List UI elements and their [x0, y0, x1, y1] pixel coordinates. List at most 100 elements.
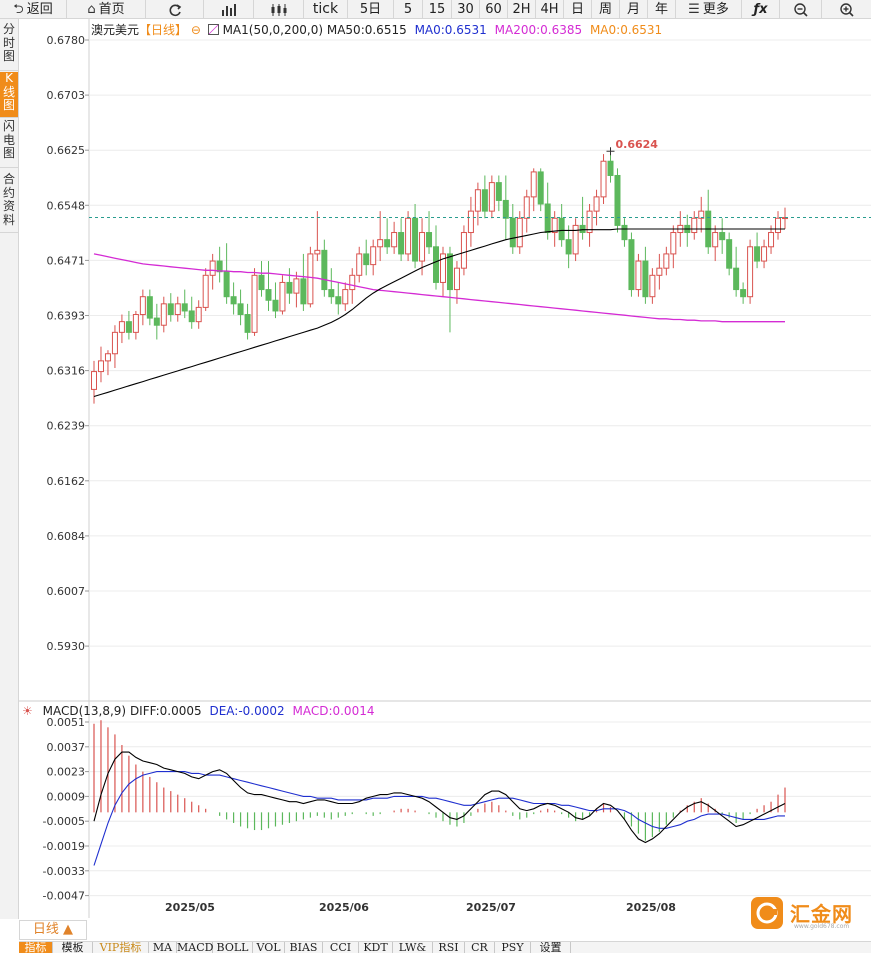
candle-body [104, 353, 111, 362]
candle-body [614, 174, 621, 226]
macd-tick-label: -0.0005 [43, 815, 85, 828]
tab-timeshare-char: 时 [2, 35, 15, 50]
formula-button[interactable]: ƒx [742, 0, 780, 19]
candle-body [754, 246, 761, 262]
candle-body [314, 249, 321, 255]
back-button[interactable]: ⮌ 返回 [0, 0, 67, 19]
indicator-tab-14[interactable]: 设置 [531, 942, 571, 953]
candle-body [286, 281, 293, 294]
indicator-tab-10[interactable]: LW& [393, 942, 433, 953]
candle-body [586, 210, 593, 234]
indicator-tab-1[interactable]: 模板 [53, 942, 93, 953]
candle-body [363, 253, 370, 266]
period-year[interactable]: 年 [648, 0, 676, 19]
candle-body [223, 271, 230, 298]
zoom-in-button[interactable] [822, 0, 871, 19]
candle-body [516, 217, 523, 248]
indicator-tab-13[interactable]: PSY [495, 942, 531, 953]
price-tick-label: 0.6548 [47, 199, 86, 212]
tab-flash[interactable]: 闪 电 图 [0, 119, 18, 168]
candle-body [453, 267, 460, 291]
price-tick-label: 0.6239 [47, 420, 86, 433]
period-4h[interactable]: 4H [536, 0, 564, 19]
tab-contract-char: 约 [2, 185, 15, 200]
tab-kline-char: K [5, 71, 13, 85]
indicator-tab-5[interactable]: BOLL [213, 942, 253, 953]
home-button[interactable]: ⌂ 首页 [67, 0, 146, 19]
period-5d[interactable]: 5日 [348, 0, 394, 19]
candle-body [321, 249, 328, 291]
candle-body [328, 289, 335, 298]
candle-body [593, 196, 600, 212]
tick-button[interactable]: tick [304, 0, 348, 19]
date-tick-label: 2025/07 [466, 901, 516, 914]
candle-body [181, 303, 188, 312]
tab-kline[interactable]: K 线 图 [0, 71, 18, 118]
home-label: 首页 [98, 2, 125, 17]
candle-body [132, 314, 139, 333]
ma200-value: MA200:0.6385 [494, 23, 583, 37]
settings-icon[interactable]: ⊖ [190, 23, 201, 37]
candle-body [307, 253, 314, 305]
period-30m[interactable]: 30 [452, 0, 480, 19]
candle-body [446, 253, 453, 291]
indicator-tab-7[interactable]: BIAS [285, 942, 323, 953]
indicator-tab-12[interactable]: CR [465, 942, 495, 953]
more-label: 更多 [702, 2, 729, 17]
candle-body [572, 224, 579, 255]
indicator-tab-9[interactable]: KDT [359, 942, 393, 953]
menu-icon: ☰ [688, 2, 700, 17]
zoom-out-button[interactable] [780, 0, 822, 19]
indicator-tab-0[interactable]: 指标 [19, 942, 53, 953]
more-button[interactable]: ☰ 更多 [676, 0, 742, 19]
symbol-name: 澳元美元 [91, 23, 140, 37]
chart-toggle-icon[interactable] [207, 24, 219, 35]
candle-body [412, 217, 419, 262]
period-select-button[interactable]: 日线 ▲ [19, 920, 87, 940]
candle-body [663, 253, 670, 269]
candle-body [342, 289, 349, 305]
candle-type-button[interactable] [254, 0, 304, 19]
candle-body [733, 267, 740, 291]
indicator-tab-2[interactable]: VIP指标 [93, 942, 149, 953]
candle-body [244, 314, 251, 333]
chart-type-button[interactable] [204, 0, 254, 19]
indicator-tab-6[interactable]: VOL [253, 942, 285, 953]
chart-area[interactable]: 0.6780 0.6703 0.6625 0.6548 0.6471 0.6393 0.63… [19, 19, 871, 918]
macd-tick-label: -0.0019 [43, 840, 85, 853]
candle-body [579, 224, 586, 234]
period-60m[interactable]: 60 [480, 0, 508, 19]
candle-body [153, 317, 160, 326]
tab-contract-info[interactable]: 合 约 资 料 [0, 172, 18, 233]
candle-body [481, 189, 488, 212]
candle-body [537, 171, 544, 205]
main-legend: 澳元美元【日线】 ⊖ MA1(50,0,200,0) MA50:0.6515 M… [91, 23, 662, 37]
period-day[interactable]: 日 [564, 0, 592, 19]
tab-contract-char: 合 [2, 172, 15, 186]
candle-body [775, 217, 782, 234]
candle-body [460, 232, 467, 269]
candle-body [139, 296, 146, 316]
indicator-tab-3[interactable]: MA [149, 942, 177, 953]
tab-timeshare[interactable]: 分 时 图 [0, 22, 18, 71]
period-2h[interactable]: 2H [508, 0, 536, 19]
indicator-tab-11[interactable]: RSI [433, 942, 465, 953]
period-15m[interactable]: 15 [423, 0, 452, 19]
candle-body [125, 321, 132, 333]
candle-body [712, 232, 719, 248]
indicator-settings-icon[interactable]: ☀ [22, 704, 33, 718]
refresh-button[interactable] [146, 0, 204, 19]
candle-body [209, 260, 216, 276]
kline-chart[interactable]: 0.6780 0.6703 0.6625 0.6548 0.6471 0.6393 0.63… [19, 19, 871, 918]
candle-body [544, 203, 551, 234]
date-tick-label: 2025/08 [626, 901, 676, 914]
candle-body [237, 303, 244, 316]
period-week[interactable]: 周 [592, 0, 620, 19]
indicator-tab-8[interactable]: CCI [323, 942, 359, 953]
back-label: 返回 [26, 2, 53, 17]
period-month[interactable]: 月 [620, 0, 648, 19]
tab-contract-char: 资 [2, 199, 15, 213]
period-5m[interactable]: 5 [394, 0, 423, 19]
candle-body [558, 217, 565, 241]
indicator-tab-4[interactable]: MACD [177, 941, 214, 953]
